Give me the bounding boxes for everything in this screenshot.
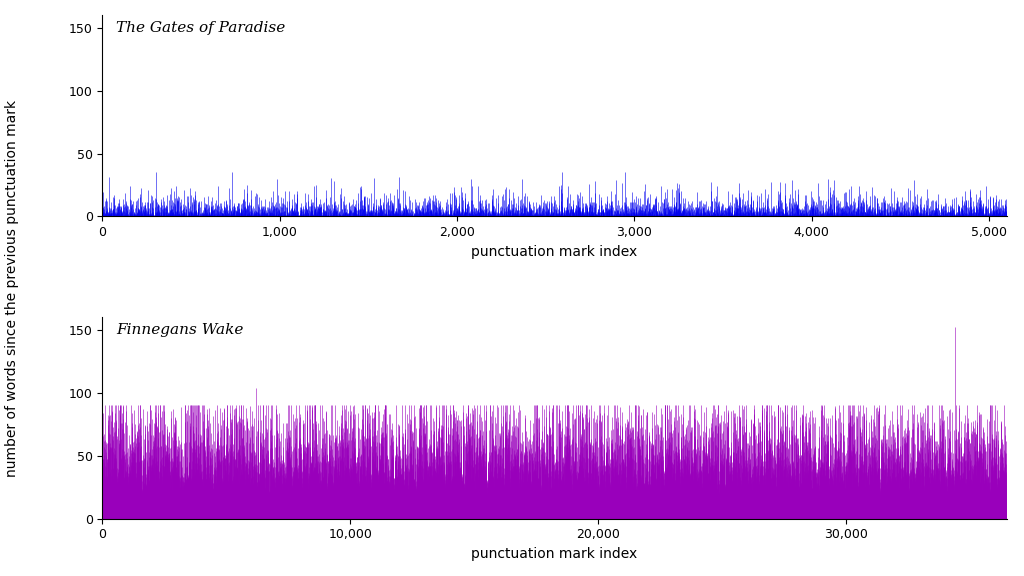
Text: The Gates of Paradise: The Gates of Paradise xyxy=(116,21,286,35)
X-axis label: punctuation mark index: punctuation mark index xyxy=(471,245,638,259)
Text: number of words since the previous punctuation mark: number of words since the previous punct… xyxy=(5,100,19,476)
Text: Finnegans Wake: Finnegans Wake xyxy=(116,323,244,338)
X-axis label: punctuation mark index: punctuation mark index xyxy=(471,547,638,561)
